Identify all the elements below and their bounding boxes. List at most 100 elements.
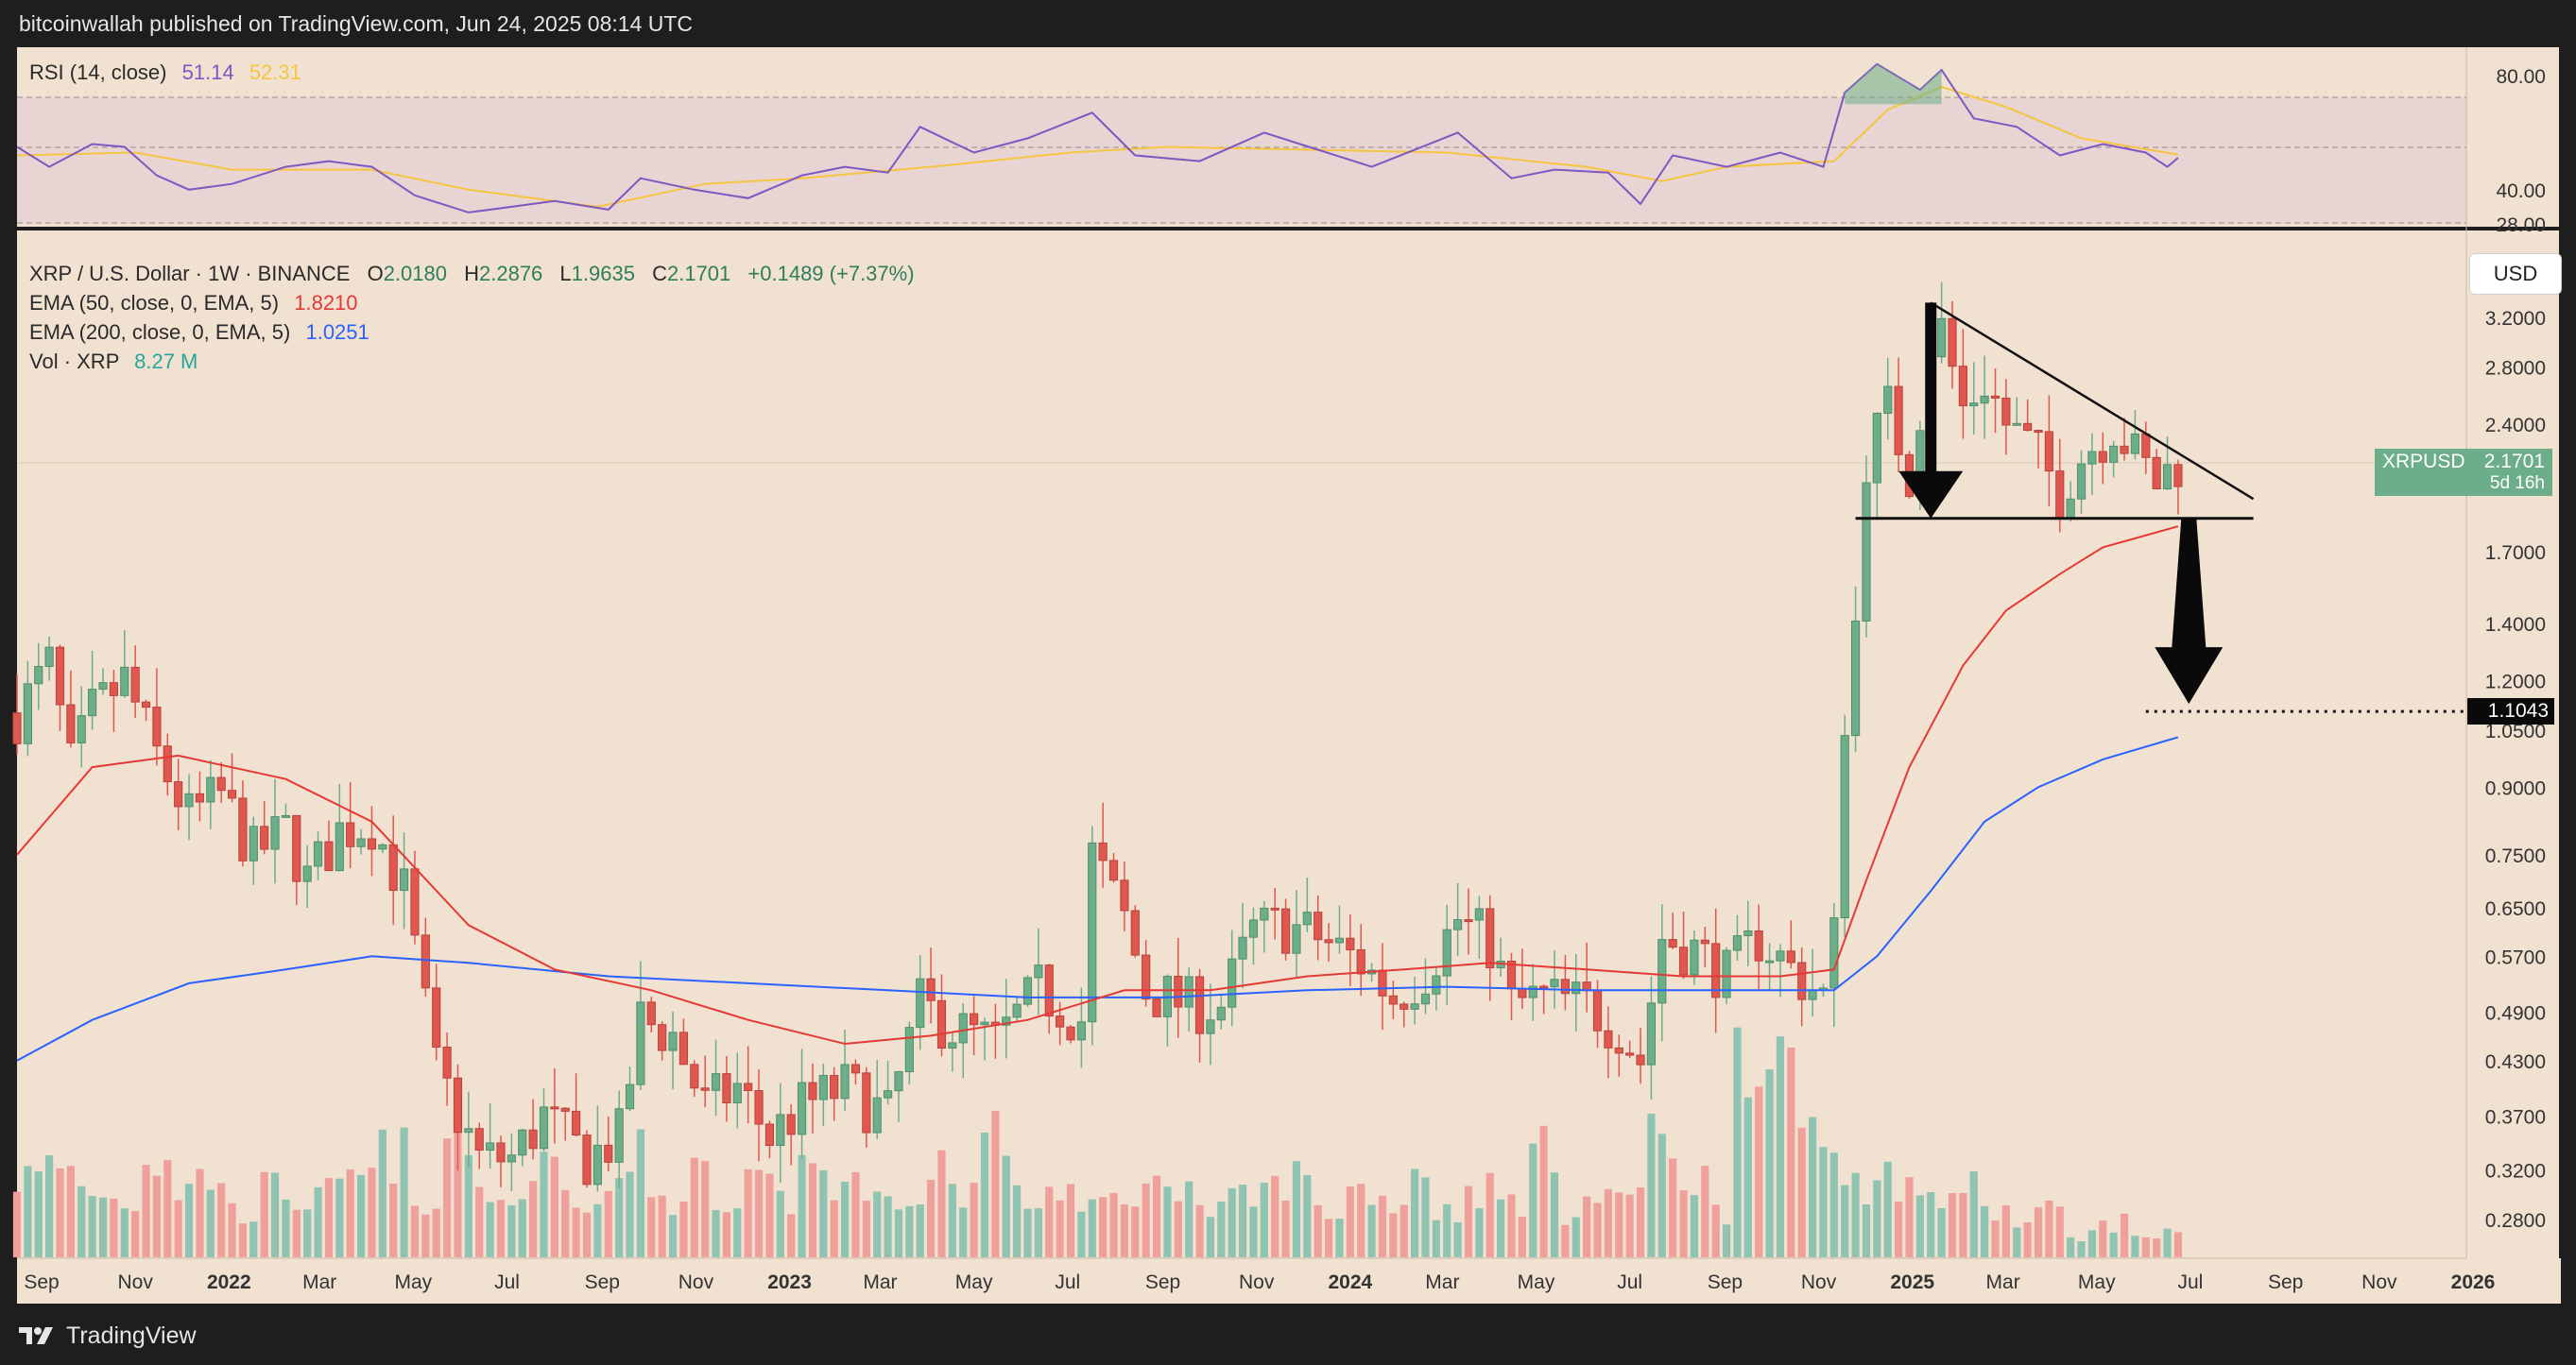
breakdown-target-arrow[interactable] — [2155, 518, 2224, 705]
volume-bar — [56, 1168, 64, 1257]
time-tick-label: Mar — [863, 1271, 897, 1293]
volume-bar — [1862, 1203, 1871, 1257]
candle-body — [1228, 958, 1237, 1008]
time-tick-label: Mar — [1425, 1271, 1459, 1293]
candle-body — [98, 682, 108, 691]
candle-body — [174, 781, 183, 808]
candle-body — [1334, 937, 1345, 944]
volume-bar — [1969, 1171, 1978, 1257]
candle-body — [1743, 930, 1753, 937]
candle-body — [1420, 993, 1431, 1005]
volume-bar — [1615, 1192, 1623, 1257]
volume-bar — [1378, 1195, 1387, 1257]
price-tick-label: 0.4900 — [2485, 1003, 2546, 1025]
candle-body — [1206, 1019, 1215, 1034]
volume-bar — [1271, 1175, 1279, 1257]
change-value: +0.1489 (+7.37%) — [747, 262, 915, 285]
volume-bar — [1927, 1191, 1935, 1257]
main-price-scale[interactable] — [2466, 230, 2559, 1258]
volume-bar — [1981, 1205, 1989, 1257]
volume-bar — [2109, 1232, 2118, 1257]
time-tick-label: May — [395, 1271, 433, 1293]
volume-bar — [217, 1183, 226, 1257]
candle-body — [1776, 950, 1785, 962]
chart-area[interactable]: 3.2000 2.8000 2.4000 1.7000 1.4000 1.2000 1.05… — [0, 0, 2576, 1306]
volume-bar — [2087, 1230, 2096, 1257]
candle-body — [1152, 998, 1161, 1017]
volume-bar — [862, 1201, 870, 1257]
main-plot[interactable] — [17, 230, 2466, 1258]
candle-body — [120, 666, 129, 696]
candle-body — [2023, 422, 2033, 432]
volume-bar — [840, 1182, 850, 1257]
volume-bar — [1679, 1190, 1688, 1257]
candle-body — [238, 797, 248, 862]
candle-body — [646, 1001, 656, 1026]
volume-bar — [1497, 1199, 1505, 1257]
volume-bar — [712, 1209, 720, 1257]
time-tick-label: Sep — [24, 1271, 59, 1293]
time-tick-label: May — [1518, 1271, 1555, 1293]
volume-bar — [1937, 1208, 1946, 1257]
candle-body — [1797, 962, 1807, 1000]
candle-body — [486, 1142, 495, 1152]
candle-body — [808, 1082, 817, 1101]
candle-body — [1958, 366, 1967, 407]
volume-bar — [1539, 1125, 1548, 1257]
time-tick-label: Mar — [302, 1271, 336, 1293]
rsi-price-scale[interactable] — [2466, 47, 2559, 227]
candle-body — [1442, 929, 1451, 977]
volume-bar — [1099, 1197, 1108, 1257]
volume-bar — [1905, 1177, 1914, 1257]
candle-body — [1302, 912, 1312, 926]
volume-bar — [1335, 1219, 1344, 1257]
triangle-resistance-line[interactable] — [1930, 301, 2255, 501]
candle-body — [1539, 985, 1549, 989]
volume-bar — [2055, 1206, 2064, 1257]
tradingview-logo[interactable]: TradingView — [19, 1320, 197, 1352]
pattern-height-arrow[interactable] — [1898, 302, 1964, 519]
candle-body — [1872, 412, 1881, 484]
volume-bar — [475, 1186, 484, 1257]
candle-body — [2001, 397, 2011, 426]
volume-bar — [2163, 1228, 2172, 1257]
candle-body — [1098, 842, 1108, 862]
volume-bar — [1733, 1027, 1742, 1257]
time-scale[interactable] — [17, 1258, 2561, 1304]
volume-bar — [2067, 1237, 2075, 1257]
volume-bar — [1711, 1204, 1720, 1257]
candle-body — [582, 1135, 592, 1186]
volume-bar — [582, 1212, 592, 1257]
candle-body — [464, 1128, 473, 1134]
volume-bar — [260, 1171, 268, 1257]
price-tick-label: 0.7500 — [2485, 845, 2546, 867]
volume-bar — [1529, 1143, 1537, 1257]
volume-bar — [1895, 1202, 1903, 1257]
volume-bar — [110, 1198, 118, 1257]
candle-body — [216, 776, 226, 792]
candle-body — [560, 1107, 570, 1112]
candle-body — [614, 1108, 624, 1163]
volume-bar — [851, 1171, 860, 1257]
time-tick-label: Sep — [1145, 1271, 1180, 1293]
currency-button[interactable]: USD — [2469, 253, 2562, 295]
candle-body — [850, 1064, 861, 1074]
low-label: L — [559, 262, 572, 285]
volume-bar — [1518, 1216, 1526, 1257]
ema200-legend-row: EMA (200, close, 0, EMA, 5) 1.0251 — [29, 317, 915, 347]
price-tick-label: 0.3700 — [2485, 1107, 2546, 1129]
time-tick-label: Jul — [1617, 1271, 1642, 1293]
volume-bar — [1217, 1202, 1226, 1257]
candle-body — [1012, 1003, 1022, 1018]
candle-body — [2130, 433, 2140, 454]
candle-body — [1388, 995, 1398, 1005]
volume-bar — [1228, 1187, 1236, 1257]
volume-bar — [540, 1152, 548, 1257]
candle-body — [1056, 1015, 1065, 1028]
volume-bar — [1174, 1201, 1182, 1257]
volume-bar — [1185, 1181, 1194, 1257]
rsi-band — [17, 97, 2466, 224]
candle-body — [12, 712, 22, 744]
candle-body — [66, 704, 76, 743]
volume-bar — [1604, 1188, 1612, 1257]
